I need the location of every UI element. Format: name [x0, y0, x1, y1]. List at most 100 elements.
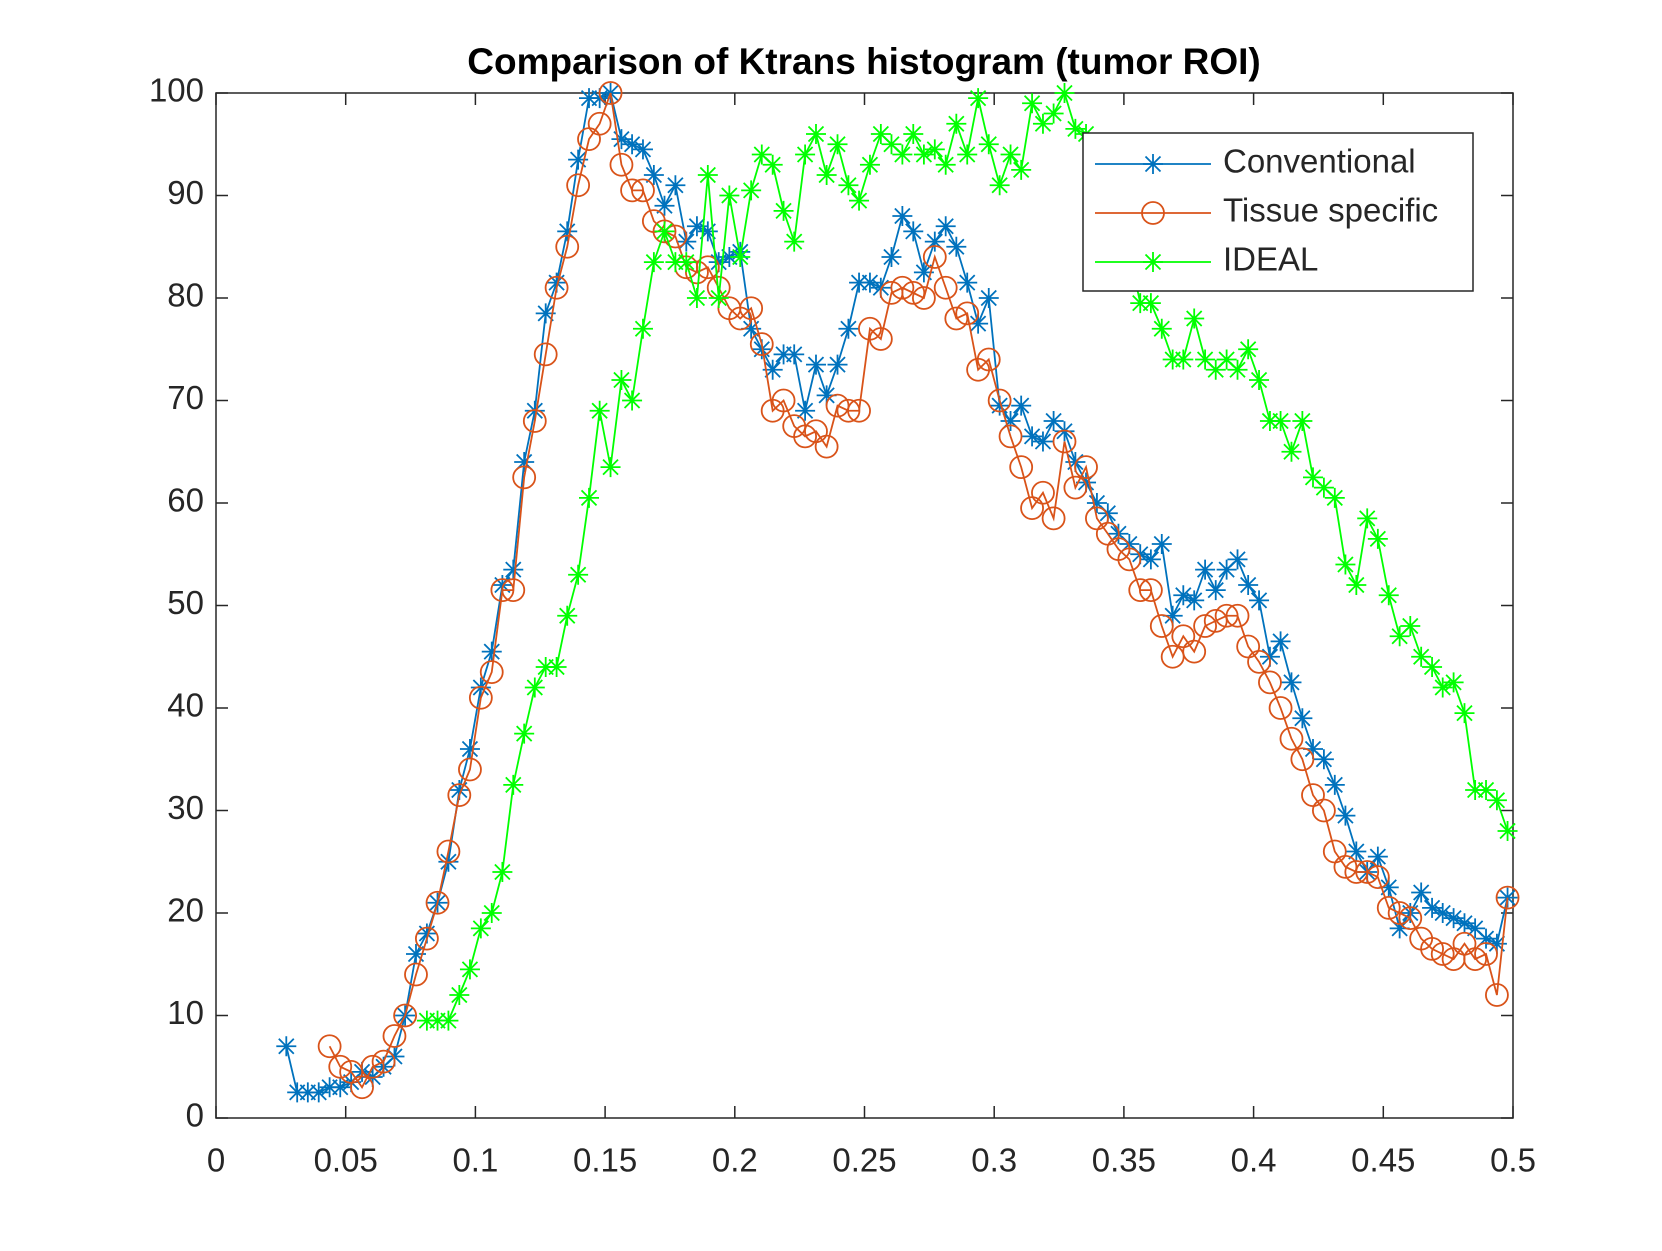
marker-asterisk — [459, 959, 480, 980]
marker-circle — [814, 434, 839, 459]
marker-asterisk — [924, 139, 945, 160]
marker-circle — [1128, 578, 1153, 603]
marker-asterisk — [622, 390, 643, 411]
marker — [989, 395, 1010, 416]
plot-frame — [215, 92, 1514, 1119]
marker-circle — [1063, 475, 1088, 500]
marker — [1411, 882, 1432, 903]
marker — [1432, 903, 1453, 923]
marker — [1258, 670, 1282, 695]
marker-asterisk — [946, 236, 967, 257]
marker — [838, 175, 859, 196]
marker-asterisk — [535, 303, 556, 324]
marker-asterisk — [405, 944, 426, 964]
marker — [1313, 477, 1334, 498]
y-tick-label: 20 — [167, 892, 204, 929]
series-line — [328, 92, 1509, 1089]
marker — [512, 465, 537, 490]
marker — [416, 923, 437, 944]
marker-asterisk — [708, 288, 729, 308]
marker — [1052, 429, 1077, 454]
marker-asterisk — [1173, 349, 1194, 370]
marker — [1184, 308, 1205, 329]
marker — [1355, 860, 1380, 884]
marker — [1270, 411, 1291, 431]
marker — [654, 221, 675, 242]
marker-circle — [847, 398, 871, 423]
marker-asterisk — [697, 165, 718, 185]
marker — [1193, 614, 1217, 638]
marker — [1443, 672, 1464, 693]
marker — [611, 129, 632, 150]
marker — [1465, 780, 1486, 800]
x-tick-label: 0.2 — [712, 1142, 758, 1179]
marker-asterisk — [1173, 585, 1194, 606]
marker — [719, 185, 740, 206]
marker — [814, 434, 839, 459]
marker-asterisk — [903, 124, 924, 144]
marker-asterisk — [827, 134, 848, 155]
marker — [1378, 877, 1399, 898]
marker — [749, 332, 774, 357]
marker-asterisk — [1140, 549, 1161, 570]
y-tick-label: 0 — [186, 1097, 204, 1134]
marker-circle — [912, 286, 936, 310]
marker — [1140, 293, 1161, 314]
marker — [1268, 696, 1293, 720]
marker-asterisk — [1000, 144, 1021, 165]
marker-asterisk — [870, 124, 891, 144]
marker — [924, 139, 945, 160]
marker — [1130, 544, 1151, 565]
marker — [1063, 475, 1088, 500]
marker — [1184, 590, 1205, 611]
marker-asterisk — [1411, 882, 1432, 903]
marker — [741, 318, 762, 339]
marker-asterisk — [935, 216, 956, 237]
marker-asterisk — [913, 144, 934, 165]
marker-circle — [1485, 983, 1509, 1007]
marker-circle — [1149, 614, 1174, 638]
marker-asterisk — [1270, 631, 1291, 652]
marker — [793, 424, 817, 449]
marker — [933, 275, 958, 300]
marker — [1173, 585, 1194, 606]
marker-asterisk — [611, 370, 632, 390]
marker — [371, 1049, 396, 1074]
marker — [1195, 349, 1216, 370]
marker — [1043, 103, 1064, 124]
marker — [1259, 646, 1280, 667]
marker-asterisk — [784, 231, 805, 252]
marker — [459, 739, 480, 759]
marker-circle — [1420, 936, 1444, 961]
marker-asterisk — [1357, 508, 1378, 529]
marker-asterisk — [1227, 359, 1248, 380]
marker-asterisk — [579, 88, 600, 109]
marker-asterisk — [805, 354, 826, 375]
marker-asterisk — [622, 134, 643, 155]
marker — [393, 1003, 418, 1028]
marker-asterisk — [968, 313, 989, 334]
marker-asterisk — [503, 774, 524, 795]
marker-circle — [382, 1024, 407, 1048]
marker — [600, 457, 621, 478]
marker-circle — [566, 173, 591, 198]
marker — [739, 296, 764, 321]
marker-asterisk — [686, 288, 707, 308]
marker — [1162, 349, 1183, 370]
marker — [695, 255, 720, 280]
marker-asterisk — [1270, 411, 1291, 431]
marker — [643, 252, 664, 273]
marker-circle — [631, 178, 655, 203]
y-tick-label: 60 — [167, 482, 204, 519]
marker-asterisk — [416, 1010, 437, 1031]
marker — [652, 219, 677, 244]
marker — [968, 313, 989, 334]
marker — [838, 318, 859, 339]
marker — [1443, 908, 1464, 929]
marker — [762, 359, 783, 380]
y-tick-label: 80 — [167, 277, 204, 314]
marker-asterisk — [276, 1036, 297, 1057]
marker-asterisk — [427, 1010, 448, 1031]
marker — [685, 260, 709, 285]
marker — [1214, 603, 1239, 628]
